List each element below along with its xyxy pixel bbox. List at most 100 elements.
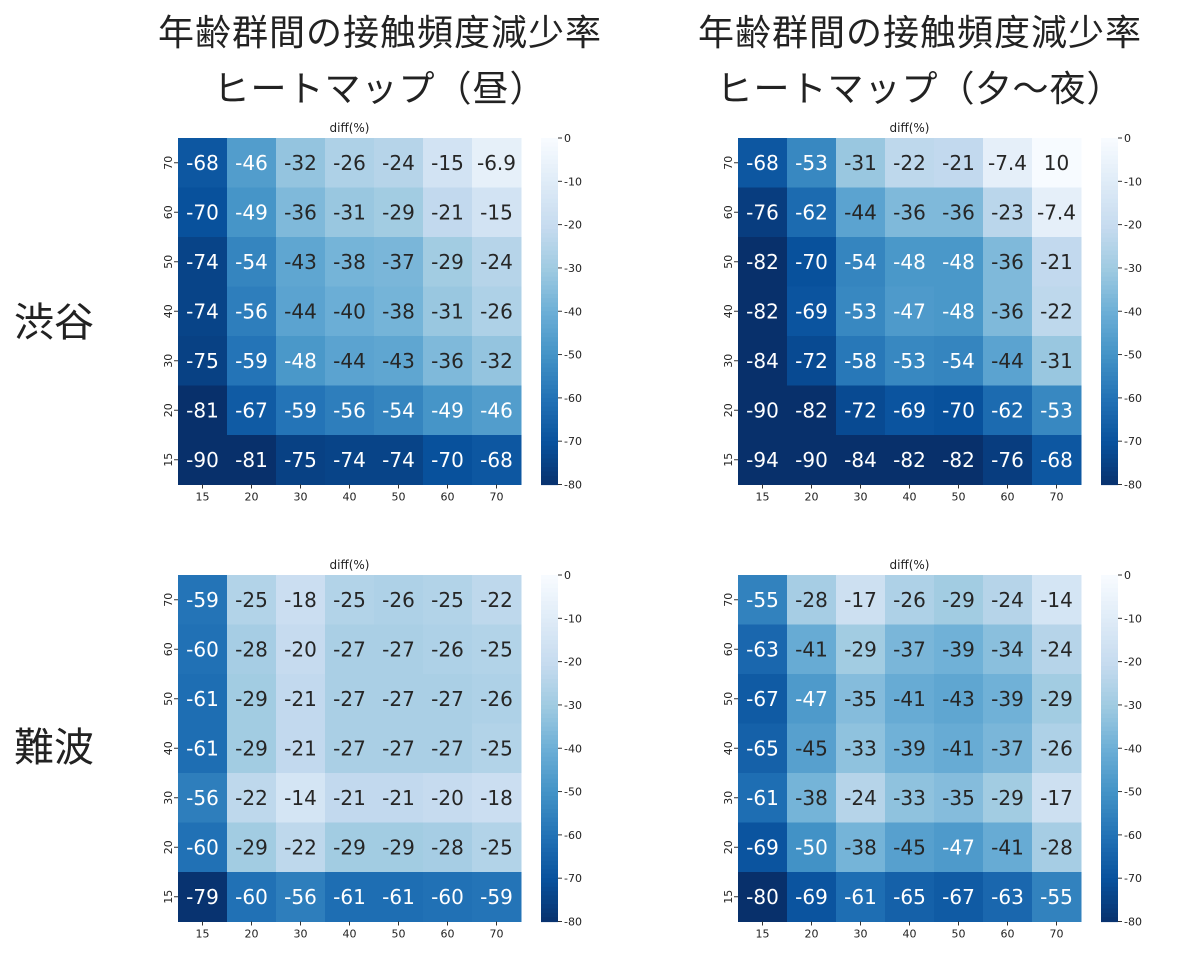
heatmap-cell-label: -44 (333, 349, 366, 373)
colorbar-band (541, 912, 558, 918)
heatmap-cell (787, 872, 837, 922)
colorbar-band (541, 600, 558, 606)
colorbar-band (541, 644, 558, 650)
heatmap-cell (423, 237, 473, 287)
colorbar-band (541, 285, 558, 291)
colorbar-band (1101, 804, 1118, 810)
heatmap-cell-label: -28 (795, 588, 828, 612)
colorbar-tick-label: -30 (1124, 262, 1142, 275)
colorbar-band (1101, 687, 1118, 693)
colorbar-band (1101, 722, 1118, 728)
heatmap-cell (836, 435, 886, 485)
x-tick-label: 30 (294, 928, 308, 941)
heatmap-cell-label: -33 (893, 786, 926, 810)
colorbar-band (1101, 471, 1118, 477)
colorbar-band (541, 730, 558, 736)
heatmap-cell (836, 575, 886, 625)
heatmap-cell (787, 138, 837, 188)
colorbar-band (1101, 150, 1118, 156)
heatmap-cell-label: -29 (991, 786, 1024, 810)
colorbar-band (1101, 908, 1118, 914)
heatmap-cell-label: -36 (893, 200, 926, 224)
heatmap-cell-label: -68 (1040, 448, 1073, 472)
heatmap-cell (423, 286, 473, 337)
heatmap-cell-label: -53 (844, 299, 877, 323)
heatmap-cell-label: -44 (991, 349, 1024, 373)
heatmap-cell (374, 187, 424, 238)
colorbar-band (1101, 142, 1118, 148)
colorbar-band (1101, 912, 1118, 918)
colorbar-band (541, 458, 558, 464)
heatmap-cell-label: -26 (333, 151, 366, 175)
colorbar-band (1101, 233, 1118, 239)
colorbar-band (1101, 631, 1118, 637)
colorbar-tick-label: -20 (1124, 656, 1142, 669)
colorbar-band (541, 722, 558, 728)
colorbar-band (541, 618, 558, 624)
colorbar-band (541, 345, 558, 351)
heatmap-cell (227, 385, 277, 436)
heatmap-cell-label: -25 (333, 588, 366, 612)
colorbar-band (541, 713, 558, 719)
y-tick-label: 70 (722, 156, 735, 170)
colorbar-band (541, 324, 558, 330)
colorbar-band (541, 380, 558, 386)
heatmap-cell-label: -54 (382, 398, 415, 422)
heatmap-cell (472, 286, 522, 337)
colorbar-band (541, 865, 558, 871)
heatmap-cell (423, 336, 473, 386)
colorbar-band (541, 224, 558, 230)
heatmap-cell (178, 822, 228, 873)
heatmap-cell (374, 773, 424, 823)
column-title-evening: 年齢群間の接触頻度減少率 ヒートマップ（夕〜夜） (660, 6, 1180, 118)
heatmap-cell-label: -25 (431, 588, 464, 612)
colorbar-band (541, 449, 558, 455)
colorbar-band (541, 575, 558, 580)
colorbar-band (1101, 579, 1118, 585)
column-title-evening-line1: 年齢群間の接触頻度減少率 (697, 13, 1142, 54)
heatmap-cell (787, 575, 837, 625)
heatmap-cell (885, 237, 935, 287)
heatmap-cell-label: -70 (431, 448, 464, 472)
heatmap-cell-label: -24 (844, 786, 877, 810)
colorbar-band (541, 146, 558, 152)
colorbar-band (541, 220, 558, 226)
heatmap-cell-label: -21 (431, 200, 464, 224)
x-tick-label: 70 (490, 491, 504, 504)
heatmap-cell (472, 435, 522, 485)
heatmap-cell-label: -68 (480, 448, 513, 472)
colorbar-band (1101, 220, 1118, 226)
heatmap-cell-label: -24 (382, 151, 415, 175)
colorbar-band (1101, 155, 1118, 161)
colorbar-band (541, 839, 558, 845)
colorbar-band (541, 834, 558, 840)
y-tick-label: 60 (162, 642, 175, 656)
colorbar-tick-label: -20 (564, 656, 582, 669)
heatmap-cell-label: -56 (235, 299, 268, 323)
heatmap-cell (934, 237, 984, 287)
colorbar-band (1101, 315, 1118, 321)
colorbar-band (1101, 202, 1118, 208)
colorbar-band (541, 445, 558, 451)
heatmap-cell-label: -26 (431, 637, 464, 661)
heatmap-cell (983, 674, 1033, 724)
heatmap-cell (885, 336, 935, 386)
heatmap-cell (738, 674, 788, 724)
heatmap-cell (836, 723, 886, 774)
colorbar-band (1101, 613, 1118, 619)
colorbar-band (541, 791, 558, 797)
heatmap-cell-label: -59 (235, 349, 268, 373)
heatmap-cell-label: -44 (284, 299, 317, 323)
colorbar-band (541, 384, 558, 390)
heatmap-cell (325, 723, 375, 774)
colorbar-band (1101, 657, 1118, 663)
colorbar-band (541, 683, 558, 689)
colorbar-band (1101, 596, 1118, 602)
heatmap-cell-label: -76 (746, 200, 779, 224)
colorbar-band (1101, 176, 1118, 182)
colorbar-band (541, 376, 558, 382)
heatmap-cell (885, 286, 935, 337)
heatmap-cell (934, 624, 984, 675)
heatmap-cell (227, 237, 277, 287)
colorbar-band (541, 194, 558, 200)
